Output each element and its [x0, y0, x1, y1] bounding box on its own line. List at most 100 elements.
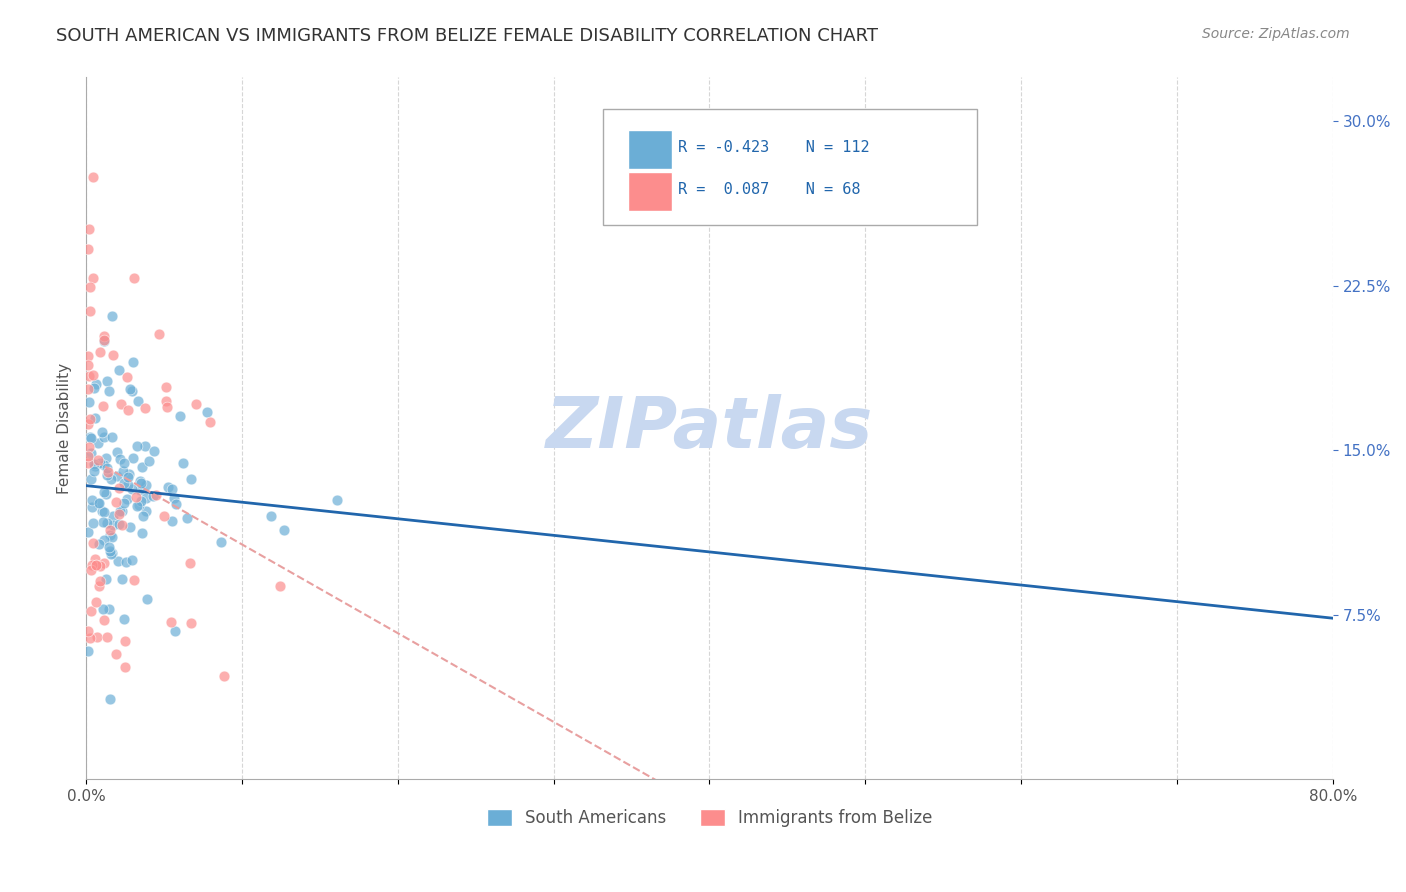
Point: [117, 492, 139, 507]
Point: [180, 472, 202, 486]
Point: [87, 453, 110, 467]
Point: [134, 401, 156, 416]
Point: [91, 425, 114, 440]
Point: [165, 497, 187, 511]
Point: [195, 405, 218, 419]
Point: [84, 411, 107, 425]
Point: [86, 558, 108, 573]
Point: [110, 572, 132, 586]
Point: [77, 382, 100, 396]
Point: [98, 384, 121, 398]
Point: [96, 467, 118, 482]
Y-axis label: Female Disability: Female Disability: [58, 363, 72, 494]
Point: [105, 495, 128, 509]
Point: [87, 435, 110, 450]
Point: [107, 362, 129, 376]
Point: [120, 382, 142, 396]
Point: [94, 572, 117, 586]
Point: [118, 467, 141, 481]
Point: [82, 536, 104, 550]
Point: [84, 459, 107, 474]
Point: [76, 449, 98, 463]
Point: [77, 440, 100, 454]
Point: [93, 533, 115, 548]
Point: [125, 439, 148, 453]
Point: [103, 348, 125, 362]
Point: [180, 615, 202, 630]
Point: [100, 472, 122, 486]
Point: [84, 377, 107, 392]
Point: [163, 491, 186, 506]
Point: [79, 369, 101, 384]
Point: [134, 439, 156, 453]
Point: [76, 456, 98, 470]
Point: [79, 430, 101, 444]
Point: [273, 524, 295, 538]
Point: [162, 514, 184, 528]
Point: [76, 358, 98, 372]
Point: [83, 380, 105, 394]
Point: [82, 368, 104, 383]
Point: [129, 483, 152, 497]
Point: [131, 525, 153, 540]
Point: [91, 515, 114, 529]
FancyBboxPatch shape: [628, 172, 672, 211]
Point: [89, 456, 111, 470]
Point: [198, 415, 221, 429]
Point: [87, 496, 110, 510]
Point: [110, 504, 132, 518]
Point: [80, 492, 103, 507]
Point: [114, 660, 136, 674]
Point: [128, 498, 150, 512]
Point: [101, 530, 124, 544]
Point: [176, 511, 198, 525]
Point: [112, 612, 135, 626]
Point: [87, 579, 110, 593]
Point: [112, 456, 135, 470]
Point: [128, 474, 150, 488]
Point: [127, 394, 149, 409]
Point: [77, 242, 100, 256]
Point: [326, 492, 349, 507]
FancyBboxPatch shape: [603, 109, 977, 225]
Point: [96, 374, 118, 388]
Legend: South Americans, Immigrants from Belize: South Americans, Immigrants from Belize: [479, 802, 939, 834]
Point: [135, 478, 157, 492]
Point: [209, 534, 232, 549]
Point: [120, 520, 142, 534]
Point: [269, 579, 291, 593]
Point: [96, 630, 118, 644]
FancyBboxPatch shape: [628, 130, 672, 169]
Point: [93, 334, 115, 349]
Point: [79, 631, 101, 645]
Point: [121, 483, 143, 497]
Point: [155, 393, 177, 408]
Point: [89, 558, 111, 573]
Point: [121, 384, 143, 398]
Point: [117, 402, 139, 417]
Point: [108, 516, 131, 531]
Point: [145, 488, 167, 502]
Point: [115, 369, 138, 384]
Point: [107, 508, 129, 522]
Point: [76, 524, 98, 539]
Point: [82, 558, 104, 572]
Point: [138, 453, 160, 467]
Point: [117, 470, 139, 484]
Point: [93, 505, 115, 519]
Point: [129, 493, 152, 508]
Point: [90, 503, 112, 517]
Point: [98, 692, 121, 706]
Point: [148, 327, 170, 342]
Point: [98, 528, 121, 542]
Point: [93, 458, 115, 472]
Point: [98, 544, 121, 558]
Point: [76, 349, 98, 363]
Point: [184, 397, 207, 411]
Point: [91, 400, 114, 414]
Point: [96, 516, 118, 530]
Point: [80, 431, 103, 445]
Text: Source: ZipAtlas.com: Source: ZipAtlas.com: [1202, 27, 1350, 41]
Point: [155, 380, 177, 394]
Point: [101, 546, 124, 560]
